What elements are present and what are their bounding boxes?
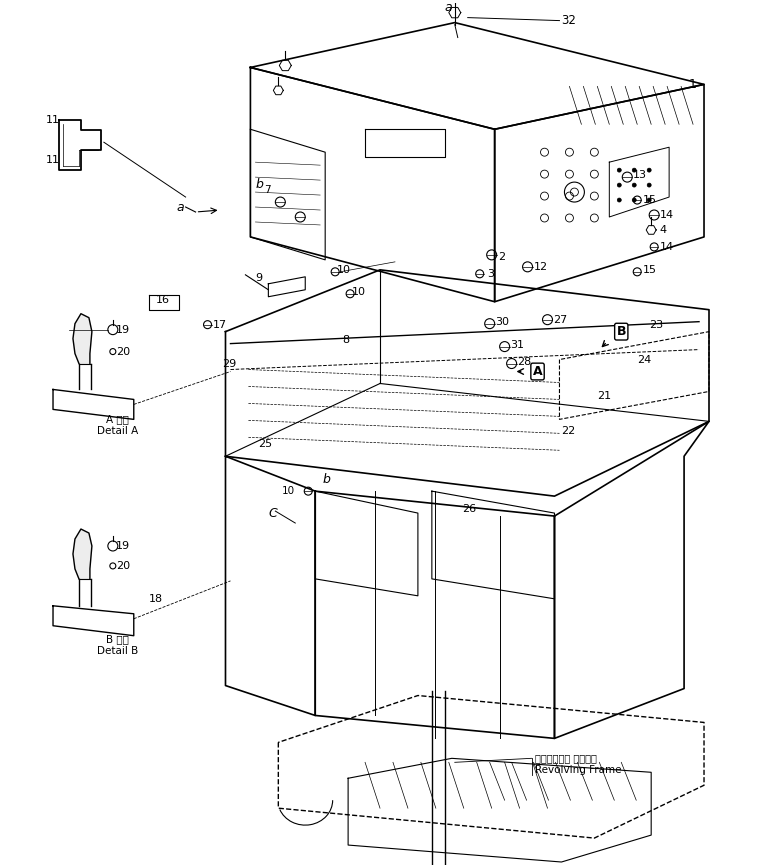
Text: 10: 10	[282, 486, 295, 497]
Text: 23: 23	[649, 320, 663, 330]
Text: 20: 20	[116, 561, 130, 571]
Text: B 詳細: B 詳細	[106, 634, 129, 644]
Circle shape	[632, 183, 636, 187]
Text: 20: 20	[116, 347, 130, 356]
Text: 1: 1	[689, 78, 697, 91]
Text: b: b	[256, 177, 263, 190]
Text: 14: 14	[660, 242, 675, 252]
Text: 10: 10	[337, 265, 351, 275]
Text: b: b	[322, 472, 330, 485]
Text: 28: 28	[517, 356, 532, 367]
Circle shape	[632, 198, 636, 202]
Circle shape	[648, 198, 651, 202]
Text: 14: 14	[660, 210, 675, 220]
Text: 31: 31	[511, 340, 524, 349]
Text: 15: 15	[643, 195, 658, 205]
Text: 19: 19	[116, 324, 130, 335]
Text: 27: 27	[554, 315, 567, 324]
Text: 7: 7	[264, 185, 271, 195]
Text: 9: 9	[255, 272, 263, 283]
Text: 11: 11	[46, 115, 60, 125]
Circle shape	[618, 183, 621, 187]
Circle shape	[632, 168, 636, 172]
Text: 13: 13	[633, 170, 648, 180]
Text: 24: 24	[638, 355, 651, 364]
Text: A 詳細: A 詳細	[106, 414, 129, 425]
Text: a: a	[444, 1, 452, 14]
Text: 29: 29	[223, 358, 236, 368]
Text: 17: 17	[213, 320, 226, 330]
Text: 16: 16	[156, 295, 169, 304]
Text: Detail B: Detail B	[97, 645, 139, 656]
Text: 3: 3	[487, 269, 494, 279]
Text: 11: 11	[46, 155, 60, 165]
Text: レボルビング フレーム: レボルビング フレーム	[534, 753, 597, 763]
Text: 10: 10	[352, 287, 366, 297]
Text: 25: 25	[259, 439, 273, 449]
Polygon shape	[73, 314, 92, 363]
Text: 32: 32	[561, 14, 576, 27]
Text: C: C	[269, 507, 277, 520]
Text: Detail A: Detail A	[97, 426, 139, 436]
Text: 2: 2	[497, 252, 505, 262]
Text: A: A	[533, 365, 542, 378]
Text: a: a	[176, 201, 183, 214]
Text: 8: 8	[342, 335, 350, 344]
Text: 19: 19	[116, 541, 130, 551]
Circle shape	[648, 168, 651, 172]
Circle shape	[648, 183, 651, 187]
Text: 30: 30	[496, 317, 510, 327]
Circle shape	[618, 198, 621, 202]
Polygon shape	[73, 529, 92, 579]
Text: 12: 12	[534, 262, 547, 272]
Text: 21: 21	[598, 392, 611, 401]
Circle shape	[618, 168, 621, 172]
Text: B: B	[617, 325, 626, 338]
Text: 22: 22	[561, 426, 576, 436]
Text: 4: 4	[659, 225, 666, 235]
Text: Revolving Frame: Revolving Frame	[534, 766, 621, 775]
Text: 26: 26	[462, 504, 476, 514]
Text: 18: 18	[149, 593, 162, 604]
Text: 15: 15	[643, 265, 658, 275]
